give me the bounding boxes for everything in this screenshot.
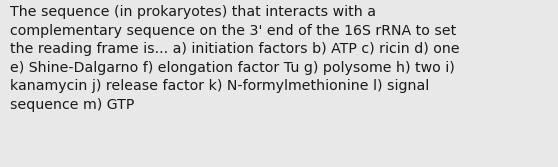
Text: The sequence (in prokaryotes) that interacts with a
complementary sequence on th: The sequence (in prokaryotes) that inter…	[10, 5, 460, 112]
